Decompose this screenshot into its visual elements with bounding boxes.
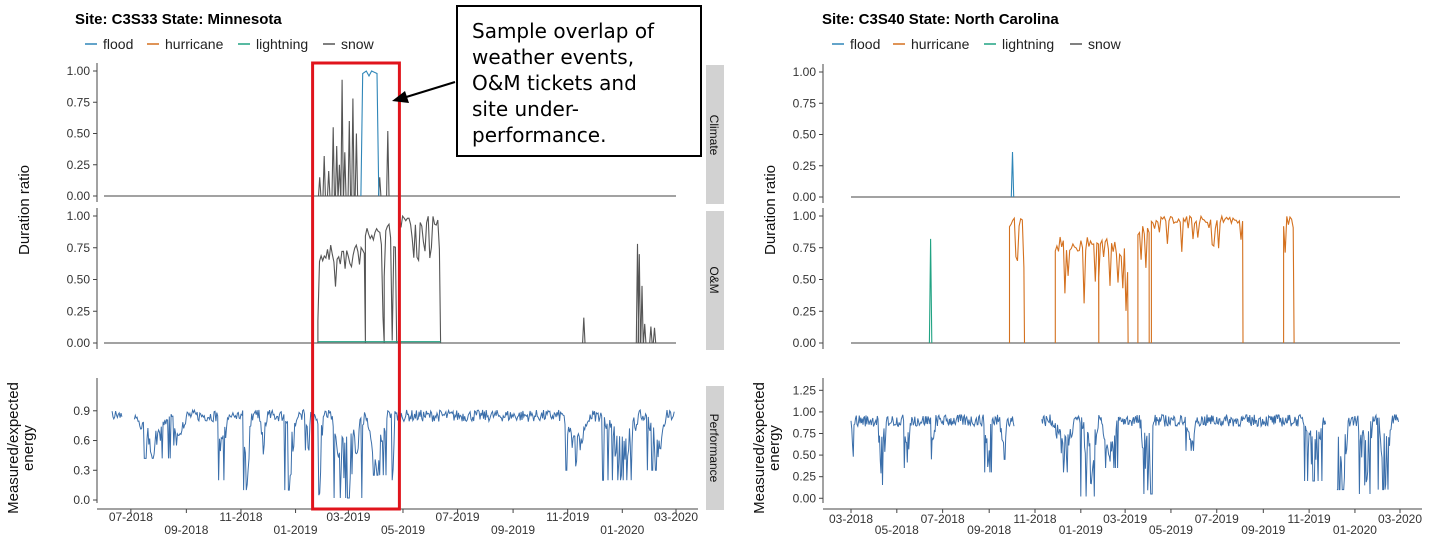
legend-label-snow: snow	[341, 36, 375, 52]
climate-y-tick-label: 0.25	[67, 158, 91, 172]
strip-label-climate: Climate	[707, 115, 721, 156]
x-tick-label: 01-2019	[1059, 523, 1103, 537]
om-series-lightning	[928, 238, 933, 344]
performance-y-tick-label: 0.00	[793, 491, 817, 505]
x-tick-label: 01-2019	[274, 523, 318, 537]
x-tick-label: 05-2019	[1149, 523, 1193, 537]
om-y-tick-label: 0.50	[793, 273, 817, 287]
performance-series	[850, 413, 1399, 497]
x-tick-label: 11-2018	[1013, 512, 1056, 526]
minnesota-chart: Site: C3S33 State: Minnesota flood hurri…	[5, 11, 724, 537]
climate-series-flood	[360, 70, 380, 197]
legend-label-flood: flood	[103, 36, 133, 52]
om-series-hurricane	[1008, 214, 1295, 344]
om-y-tick-label: 0.25	[793, 304, 817, 318]
x-tick-label: 11-2019	[1288, 512, 1331, 526]
om-y-tick-label: 0.50	[67, 273, 91, 287]
legend-label-lightning: lightning	[256, 36, 308, 52]
y-axis-title-energy: Measured/expectedenergy	[751, 382, 783, 514]
om-y-tick-label: 0.00	[67, 336, 91, 350]
climate-y-tick-label: 1.00	[793, 65, 817, 79]
climate-series-snow	[317, 79, 390, 197]
x-tick-label: 05-2018	[875, 523, 919, 537]
om-y-tick-label: 0.00	[793, 336, 817, 350]
x-tick-label: 03-2019	[326, 510, 370, 524]
x-tick-label: 11-2018	[219, 510, 262, 524]
performance-y-tick-label: 0.0	[73, 493, 90, 507]
climate-y-tick-label: 0.00	[793, 190, 817, 204]
om-y-tick-label: 1.00	[67, 209, 91, 223]
om-y-tick-label: 1.00	[793, 209, 817, 223]
om-series-snow	[317, 214, 657, 344]
strip-performance	[706, 386, 724, 510]
x-tick-label: 03-2019	[1103, 512, 1147, 526]
legend-label-snow: snow	[1088, 36, 1122, 52]
callout-line: performance.	[472, 123, 606, 147]
climate-y-tick-label: 0.75	[67, 95, 91, 109]
climate-series-flood	[1010, 151, 1015, 198]
chart-title: Site: C3S40 State: North Carolina	[822, 11, 1059, 28]
callout-box	[456, 5, 702, 157]
om-y-tick-label: 0.75	[793, 241, 817, 255]
performance-y-tick-label: 1.25	[793, 383, 817, 397]
callout-line: site under-	[472, 97, 579, 121]
x-tick-label: 09-2018	[967, 523, 1011, 537]
x-tick-label: 11-2019	[546, 510, 589, 524]
climate-y-tick-label: 0.50	[67, 127, 91, 141]
chart-title: Site: C3S33 State: Minnesota	[75, 11, 282, 28]
x-tick-label: 07-2019	[436, 510, 480, 524]
callout-line: weather events,	[472, 45, 634, 69]
y-axis-title-duration: Duration ratio	[762, 165, 779, 255]
x-tick-label: 07-2018	[109, 510, 153, 524]
strip-om	[706, 211, 724, 350]
legend-label-hurricane: hurricane	[165, 36, 224, 52]
performance-y-tick-label: 0.75	[793, 427, 817, 441]
strip-climate	[706, 65, 724, 204]
strip-label-om: O&M	[707, 266, 721, 293]
climate-y-tick-label: 0.00	[67, 189, 91, 203]
callout-line: Sample overlap of	[472, 19, 655, 43]
legend: flood hurricane lightning snow	[85, 36, 375, 52]
callout-line: O&M tickets and	[472, 71, 637, 95]
x-tick-label: 03-2020	[1378, 512, 1422, 526]
north-carolina-chart: Site: C3S40 State: North Carolina flood …	[751, 11, 1422, 537]
x-tick-label: 07-2018	[921, 512, 965, 526]
performance-y-tick-label: 0.50	[793, 448, 817, 462]
strip-label-performance: Performance	[707, 414, 721, 483]
legend-label-flood: flood	[850, 36, 880, 52]
performance-y-tick-label: 0.6	[73, 434, 90, 448]
callout-annotation: Sample overlap of weather events, O&M ti…	[392, 5, 702, 157]
legend: flood hurricane lightning snow	[832, 36, 1122, 52]
om-y-tick-label: 0.25	[67, 304, 91, 318]
callout-arrow-shaft	[402, 80, 456, 100]
climate-y-tick-label: 0.50	[793, 128, 817, 142]
x-tick-label: 01-2020	[1333, 523, 1377, 537]
legend-label-hurricane: hurricane	[911, 36, 970, 52]
performance-y-tick-label: 1.00	[793, 405, 817, 419]
climate-y-tick-label: 1.00	[67, 64, 91, 78]
x-tick-label: 03-2018	[829, 512, 873, 526]
x-tick-label: 03-2020	[654, 510, 698, 524]
performance-y-tick-label: 0.9	[73, 404, 90, 418]
x-tick-label: 05-2019	[381, 523, 425, 537]
performance-y-tick-label: 0.25	[793, 470, 817, 484]
performance-series	[111, 408, 675, 499]
highlight-box	[311, 61, 401, 511]
legend-label-lightning: lightning	[1002, 36, 1054, 52]
x-tick-label: 09-2019	[491, 523, 535, 537]
climate-y-tick-label: 0.25	[793, 159, 817, 173]
performance-y-tick-label: 0.3	[73, 463, 90, 477]
y-axis-title-duration: Duration ratio	[16, 165, 33, 255]
climate-y-tick-label: 0.75	[793, 96, 817, 110]
callout-arrowhead	[392, 91, 409, 103]
facet-strips: Climate O&M Performance	[706, 65, 724, 510]
om-y-tick-label: 0.75	[67, 241, 91, 255]
x-tick-label: 01-2020	[600, 523, 644, 537]
x-tick-label: 09-2018	[164, 523, 208, 537]
y-axis-title-energy: Measured/expectedenergy	[5, 382, 37, 514]
x-tick-label: 07-2019	[1195, 512, 1239, 526]
x-tick-label: 09-2019	[1241, 523, 1285, 537]
